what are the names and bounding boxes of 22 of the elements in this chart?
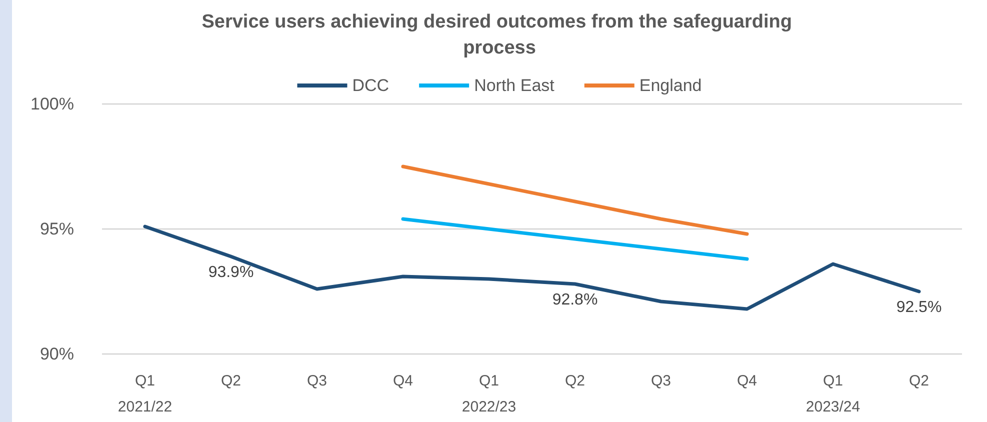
x-tick-label: Q2 [908, 372, 930, 390]
data-label: 92.8% [552, 292, 598, 308]
x-tick-label: Q2 [220, 372, 242, 390]
line-series [401, 164, 749, 236]
legend-label: DCC [352, 76, 390, 95]
data-label: 92.5% [896, 299, 942, 316]
y-tick-label: 100% [30, 94, 74, 114]
y-tick-label: 95% [40, 220, 74, 238]
x-tick-label: Q3 [650, 372, 672, 390]
x-tick-label: Q3 [306, 372, 328, 390]
data-label: 93.9% [208, 264, 254, 281]
line-series [401, 217, 749, 261]
legend-label: North East [474, 76, 555, 95]
x-tick-label: Q1 2021/22 [118, 372, 172, 416]
x-tick-label: Q1 2023/24 [806, 372, 860, 416]
x-tick-label: Q2 [564, 372, 586, 390]
y-tick-label: 90% [40, 344, 74, 364]
x-tick-label: Q4 [736, 372, 758, 390]
x-tick-label: Q1 2022/23 [462, 372, 516, 416]
x-tick-label: Q4 [392, 372, 414, 390]
legend-label: England [639, 76, 702, 95]
chart-title: Service users achieving desired outcomes from the safeguarding process [202, 12, 798, 58]
